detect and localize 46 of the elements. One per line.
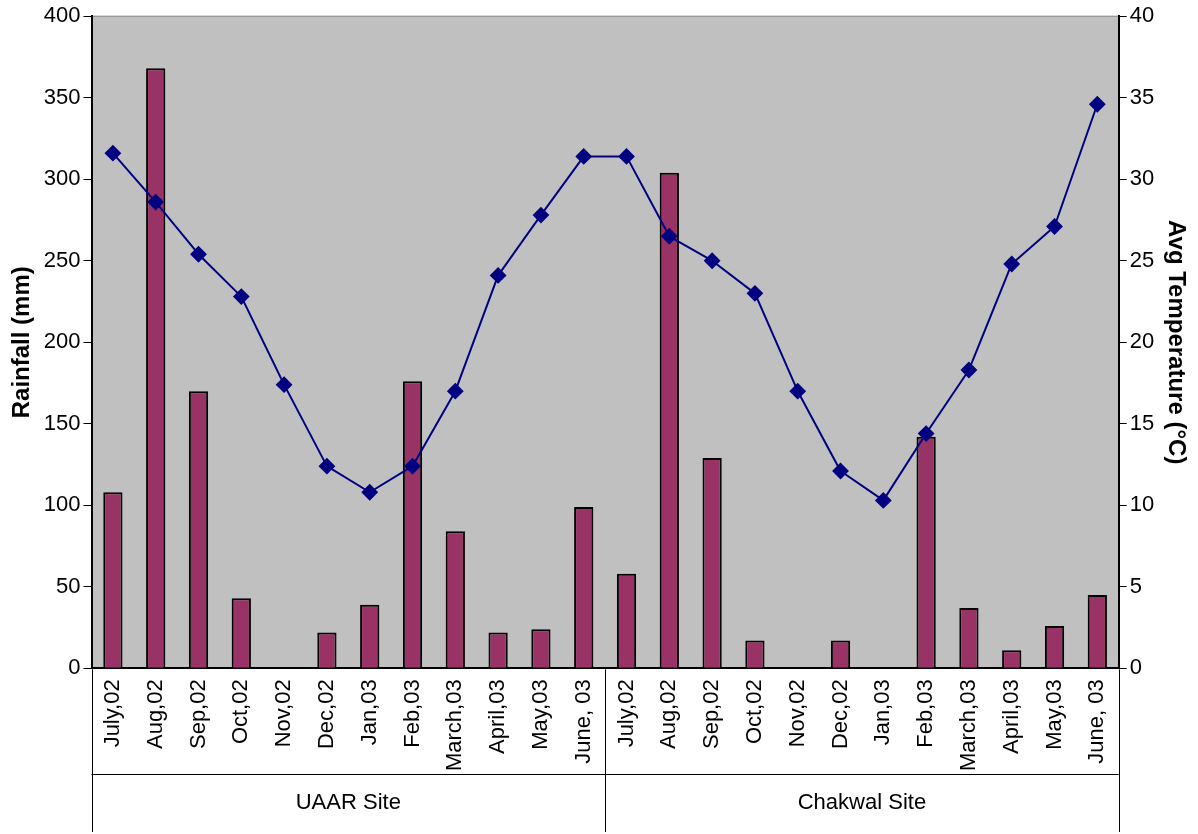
y-tick-label: 300 — [43, 165, 81, 191]
y-axis-title: Rainfall (mm) — [7, 266, 35, 419]
y-tick-label: 150 — [43, 409, 81, 435]
y2-tick-label: 15 — [1129, 409, 1155, 435]
y-tick-label: 400 — [43, 2, 81, 28]
y2-tick-label: 30 — [1129, 165, 1155, 191]
x-tick-label: Sep,02 — [698, 679, 724, 750]
y2-tick-label: 5 — [1129, 572, 1142, 598]
x-tick-label: Nov,02 — [270, 679, 296, 748]
x-tick-label: May,03 — [526, 679, 552, 750]
x-tick-label: Dec,02 — [826, 679, 852, 750]
x-tick-label: April,03 — [484, 679, 510, 754]
x-tick-label: March,03 — [441, 679, 467, 772]
x-tick-label: July,02 — [98, 679, 124, 748]
x-tick-label: Aug,02 — [141, 679, 167, 750]
text: Chakwal Site — [797, 789, 927, 815]
y2-tick-label: 25 — [1129, 246, 1155, 272]
y-tick-label: 0 — [68, 654, 81, 680]
x-tick-label: March,03 — [954, 679, 980, 772]
y-tick-label: 200 — [43, 328, 81, 354]
x-tick-label: Oct,02 — [227, 679, 253, 745]
y2-tick-label: 40 — [1129, 2, 1155, 28]
y-tick-label: 250 — [43, 246, 81, 272]
x-tick-label: Jan,03 — [869, 679, 895, 746]
x-tick-label: Sep,02 — [184, 679, 210, 750]
x-tick-label: Feb,03 — [912, 679, 938, 748]
x-tick-label: Feb,03 — [398, 679, 424, 748]
y-tick-label: 50 — [56, 572, 81, 598]
y2-tick-label: 20 — [1129, 328, 1155, 354]
y2-tick-label: 10 — [1129, 491, 1155, 517]
y2-tick-label: 35 — [1129, 83, 1155, 109]
x-tick-label: Nov,02 — [783, 679, 809, 748]
x-tick-label: Dec,02 — [312, 679, 338, 750]
y2-tick-label: 0 — [1129, 654, 1142, 680]
y2-axis-title: Avg Temperature (°C) — [1163, 220, 1191, 465]
y-tick-label: 350 — [43, 83, 81, 109]
x-tick-label: July,02 — [612, 679, 638, 748]
x-tick-label: Jan,03 — [355, 679, 381, 746]
x-tick-label: Aug,02 — [655, 679, 681, 750]
x-tick-label: June, 03 — [1083, 679, 1109, 764]
x-tick-label: Oct,02 — [740, 679, 766, 745]
x-tick-label: June, 03 — [569, 679, 595, 764]
x-tick-label: May,03 — [1040, 679, 1066, 750]
y-tick-label: 100 — [43, 491, 81, 517]
x-tick-label: April,03 — [997, 679, 1023, 754]
text: UAAR Site — [295, 789, 401, 815]
